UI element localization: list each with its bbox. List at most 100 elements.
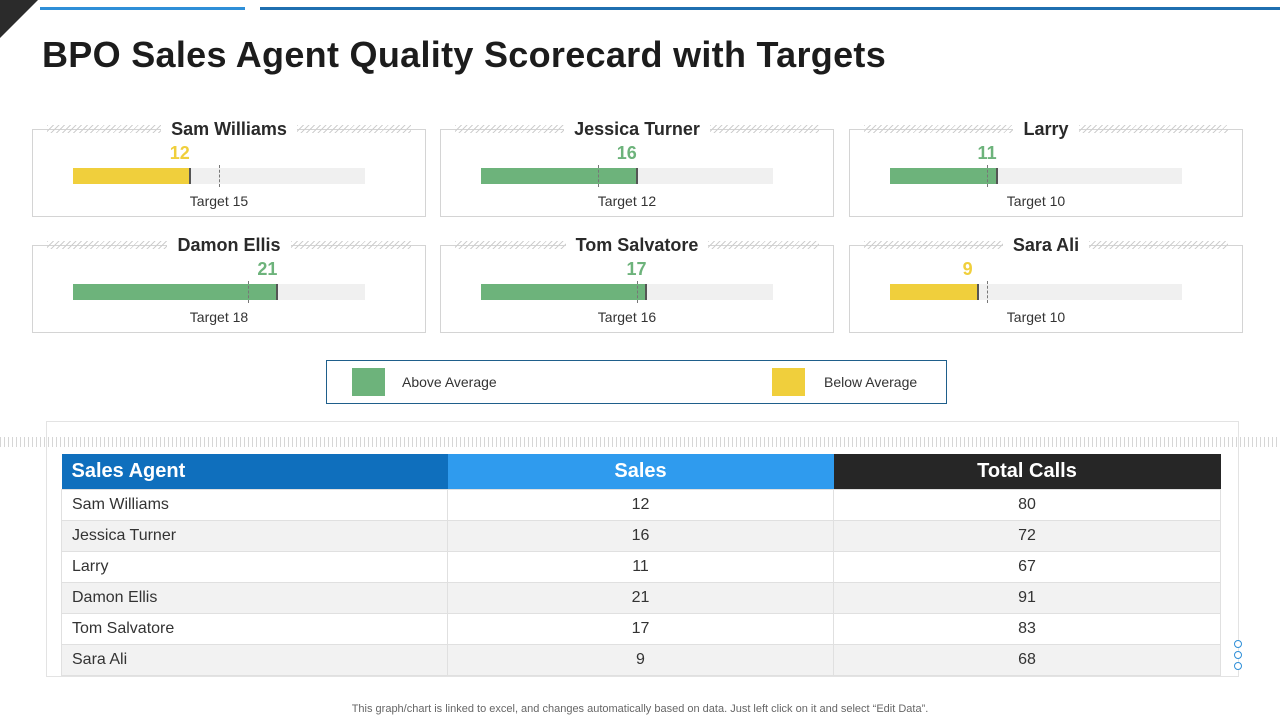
card-header: Larry [864, 117, 1228, 141]
target-label: Target 10 [890, 309, 1182, 325]
target-label: Target 10 [890, 193, 1182, 209]
scorecard-card: Sam Williams 12 Target 15 [32, 118, 426, 217]
cell-sales: 16 [447, 520, 834, 552]
target-value: 10 [1049, 193, 1066, 209]
legend-swatch-above [352, 368, 385, 396]
cell-calls: 83 [833, 613, 1221, 645]
header-hatch [290, 241, 411, 249]
sales-bar [481, 284, 647, 300]
dot-icon [1234, 651, 1242, 659]
table-row: Larry 11 67 [61, 551, 1221, 583]
card-header: Damon Ellis [47, 233, 411, 257]
sales-bar [73, 284, 278, 300]
card-header: Jessica Turner [455, 117, 819, 141]
legend: Above Average Below Average [326, 360, 947, 404]
sales-bar [890, 168, 998, 184]
header-hatch [47, 125, 162, 133]
agent-name: Tom Salvatore [565, 234, 709, 256]
cell-calls: 67 [833, 551, 1221, 583]
target-label: Target 18 [73, 309, 365, 325]
sales-value: 9 [962, 259, 973, 279]
table-frame [46, 421, 1239, 677]
sales-value: 16 [616, 143, 637, 163]
cell-sales: 21 [447, 582, 834, 614]
sales-value: 21 [257, 259, 278, 279]
sales-bar-end [276, 284, 279, 300]
bar-track [890, 165, 1182, 187]
target-prefix: Target [189, 309, 229, 325]
cell-sales: 11 [447, 551, 834, 583]
cell-sales: 17 [447, 613, 834, 645]
table-header-row: Sales Agent Sales Total Calls [61, 454, 1221, 490]
target-prefix: Target [1006, 193, 1046, 209]
bar-track [73, 165, 365, 187]
target-marker [597, 165, 599, 187]
cell-agent: Jessica Turner [61, 520, 448, 552]
page-title: BPO Sales Agent Quality Scorecard with T… [42, 34, 887, 75]
sales-bar [481, 168, 637, 184]
header-hatch [1089, 241, 1228, 249]
sales-bar-end [635, 168, 638, 184]
target-marker [636, 281, 638, 303]
scorecard-card: Jessica Turner 16 Target 12 [440, 118, 834, 217]
dot-icon [1234, 640, 1242, 648]
target-value: 15 [232, 193, 249, 209]
target-value: 18 [232, 309, 249, 325]
target-prefix: Target [189, 193, 229, 209]
agent-name: Larry [1013, 118, 1079, 140]
header-hatch [708, 241, 819, 249]
legend-label-below: Below Average [824, 374, 918, 390]
sales-bar [73, 168, 190, 184]
scorecard-card: Sara Ali 9 Target 10 [849, 234, 1243, 333]
sales-bar-end [188, 168, 191, 184]
cell-agent: Damon Ellis [61, 582, 448, 614]
sales-bar-end [996, 168, 999, 184]
target-value: 12 [640, 193, 657, 209]
top-accent-line [40, 7, 245, 10]
target-prefix: Target [1006, 309, 1046, 325]
cell-calls: 91 [833, 582, 1221, 614]
target-label: Target 12 [481, 193, 773, 209]
cell-calls: 72 [833, 520, 1221, 552]
card-header: Tom Salvatore [455, 233, 819, 257]
header-hatch [455, 241, 566, 249]
agent-name: Jessica Turner [564, 118, 710, 140]
sales-value: 11 [977, 143, 997, 163]
agent-name: Sam Williams [161, 118, 297, 140]
header-hatch [1078, 125, 1228, 133]
target-value: 16 [640, 309, 657, 325]
table-row: Sara Ali 9 68 [61, 644, 1221, 676]
card-header: Sam Williams [47, 117, 412, 141]
cell-agent: Larry [61, 551, 448, 583]
target-marker [248, 281, 250, 303]
cell-agent: Sara Ali [61, 644, 448, 676]
target-value: 10 [1049, 309, 1066, 325]
target-marker [219, 165, 220, 187]
table-row: Jessica Turner 16 72 [61, 520, 1221, 552]
cell-sales: 12 [447, 489, 834, 521]
header-hatch [864, 241, 1003, 249]
legend-swatch-below [772, 368, 805, 396]
cell-calls: 68 [833, 644, 1221, 676]
sales-bar [890, 284, 978, 300]
card-header: Sara Ali [864, 233, 1228, 257]
footnote: This graph/chart is linked to excel, and… [351, 703, 929, 715]
target-label: Target 16 [481, 309, 773, 325]
table-row: Sam Williams 12 80 [61, 489, 1221, 521]
bar-track [73, 281, 365, 303]
header-sales: Sales [447, 454, 834, 490]
scorecard-card: Larry 11 Target 10 [849, 118, 1243, 217]
sales-table: Sales Agent Sales Total Calls Sam Willia… [61, 454, 1221, 676]
sales-bar-end [976, 284, 979, 300]
target-prefix: Target [597, 309, 637, 325]
hatch-divider [0, 437, 1280, 447]
cell-agent: Sam Williams [61, 489, 448, 521]
table-row: Damon Ellis 21 91 [61, 582, 1221, 614]
header-hatch [455, 125, 565, 133]
target-marker [987, 281, 989, 303]
cell-sales: 9 [447, 644, 834, 676]
sales-value: 17 [626, 259, 647, 279]
bar-track [481, 281, 773, 303]
sales-bar-end [645, 284, 648, 300]
header-hatch [864, 125, 1014, 133]
